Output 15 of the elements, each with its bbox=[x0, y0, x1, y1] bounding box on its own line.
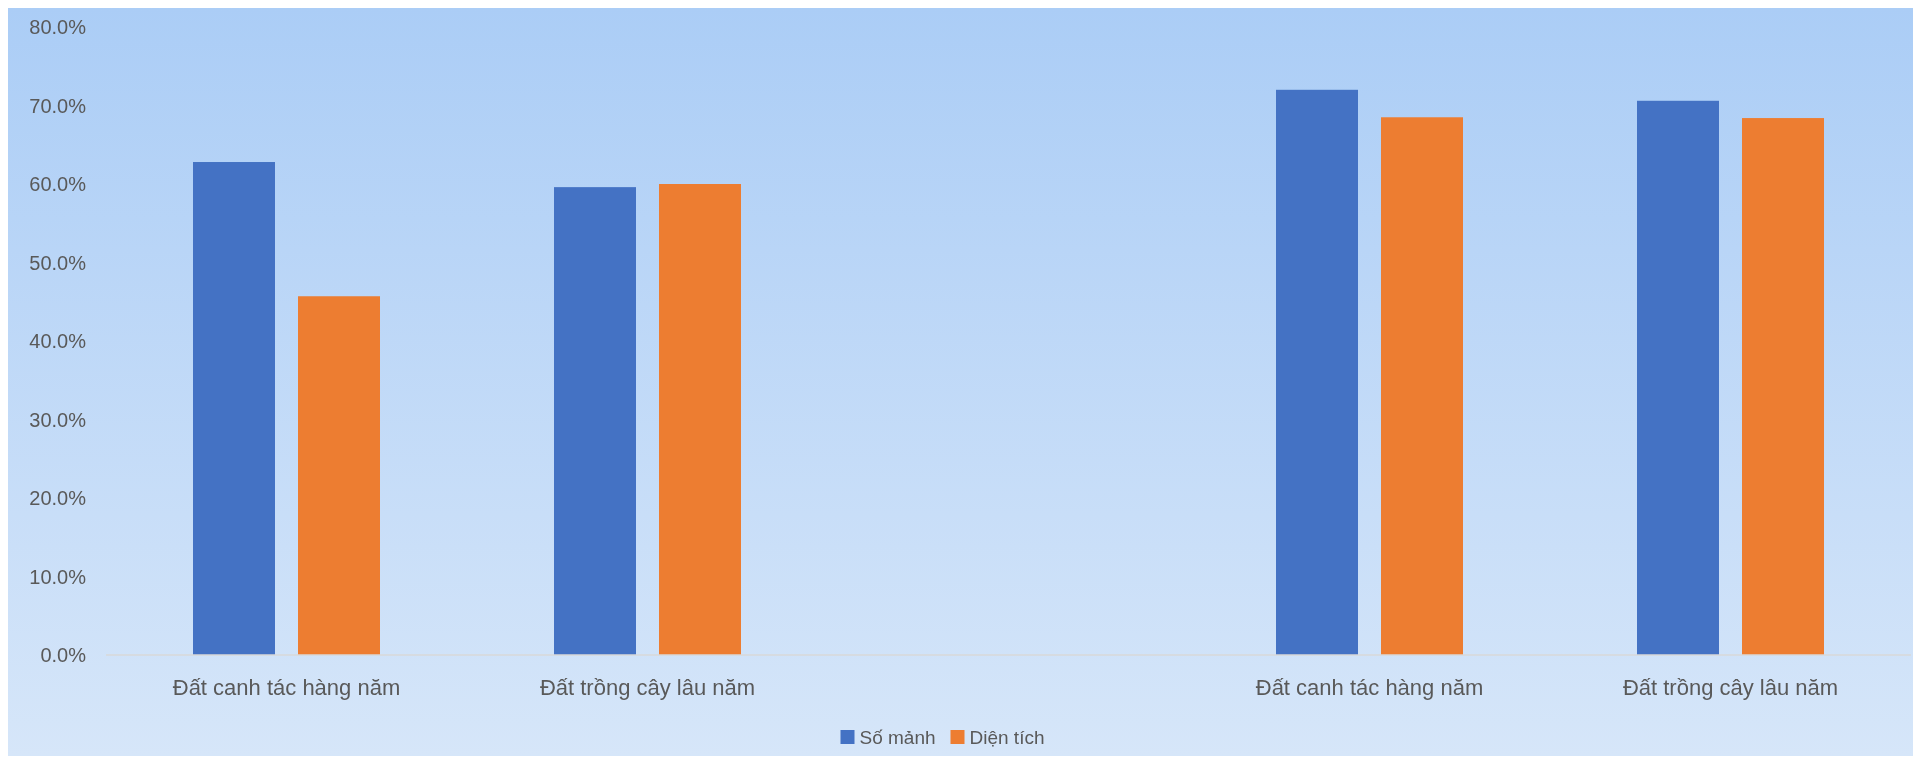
legend-label: Số mảnh bbox=[859, 727, 936, 748]
y-tick-label: 70.0% bbox=[29, 94, 87, 117]
y-tick-label: 40.0% bbox=[29, 330, 87, 352]
y-tick-label: 60.0% bbox=[29, 173, 87, 195]
y-tick-label: 0.0% bbox=[40, 644, 87, 666]
x-tick-label: Đất trồng cây lâu năm bbox=[539, 675, 756, 700]
x-tick-label: Đất canh tác hàng năm bbox=[172, 675, 401, 700]
y-tick-label: 50.0% bbox=[29, 251, 87, 274]
y-tick-label: 30.0% bbox=[29, 408, 87, 431]
y-tick-label: 80.0% bbox=[29, 16, 87, 38]
x-tick-label: Đất trồng cây lâu năm bbox=[1622, 675, 1839, 700]
x-tick-label: Đất canh tác hàng năm bbox=[1255, 675, 1484, 700]
y-tick-label: 10.0% bbox=[29, 565, 87, 588]
legend-label: Diện tích bbox=[969, 727, 1045, 748]
y-tick-label: 20.0% bbox=[29, 487, 87, 509]
